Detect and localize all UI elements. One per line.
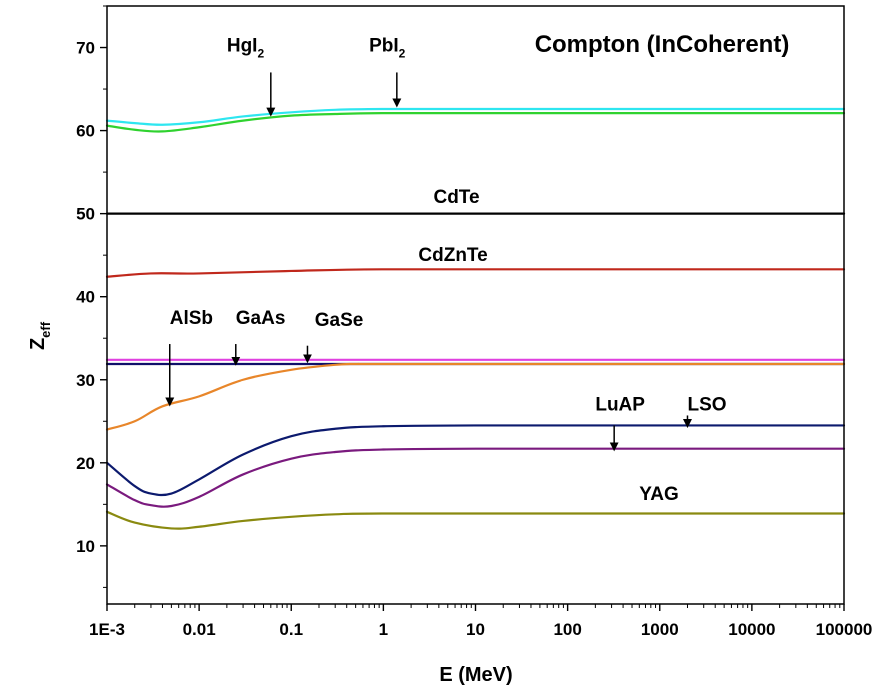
series-line-yag	[105, 510, 846, 530]
annotation-pbi2-label: PbI2	[369, 36, 406, 61]
x-tick-label-3: 1	[379, 620, 388, 639]
annotation-cdte: CdTe	[433, 187, 479, 208]
annotation-luap-label: LuAP	[595, 394, 645, 415]
annotation-hgi2-text: HgI	[227, 36, 258, 57]
annotation-lso-text: LSO	[687, 394, 726, 415]
x-tick-label-1: 0.01	[183, 620, 216, 639]
annotation-yag-label: YAG	[639, 484, 678, 505]
annotation-lso: LSO	[682, 394, 727, 429]
annotation-gaas: GaAs	[231, 308, 286, 366]
annotation-pbi2-text: PbI	[369, 36, 399, 57]
y-tick-label-5: 60	[76, 122, 95, 141]
x-tick-label-5: 100	[553, 620, 581, 639]
ticks-layer: 1E-3 0.01 0.1 1 10 100 1000 10000 100000 10 20 30 40…	[76, 5, 873, 639]
annotation-gase: GaSe	[302, 310, 364, 364]
annotation-gaas-text: GaAs	[236, 308, 286, 329]
annotation-cdznte-text: CdZnTe	[418, 245, 487, 266]
annotation-yag: YAG	[639, 484, 678, 505]
annotation-hgi2-label: HgI2	[227, 36, 265, 61]
x-tick-label-8: 100000	[816, 620, 873, 639]
annotation-pbi2: PbI2	[369, 36, 406, 108]
annotation-alsb-label: AlSb	[170, 308, 213, 329]
annotation-luap-text: LuAP	[595, 394, 645, 415]
x-axis-title: E (MeV)	[439, 664, 512, 686]
annotation-cdznte-label: CdZnTe	[418, 245, 487, 266]
x-tick-label-2: 0.1	[279, 620, 303, 639]
series-layer	[105, 107, 846, 530]
y-axis-title-main: Z	[27, 338, 49, 350]
x-tick-label-4: 10	[466, 620, 485, 639]
series-line-cdznte	[105, 268, 846, 278]
y-axis-title-sub: eff	[38, 321, 53, 338]
y-tick-label-4: 50	[76, 205, 95, 224]
series-line-alsb	[105, 362, 846, 431]
series-line-hgi2	[105, 107, 846, 126]
annotation-pbi2-subscript: 2	[399, 47, 406, 61]
y-tick-label-0: 10	[76, 537, 95, 556]
annotation-luap: LuAP	[595, 394, 645, 452]
svg-text:Zeff: Zeff	[27, 321, 53, 350]
annotation-gase-label: GaSe	[315, 310, 364, 331]
annotation-alsb: AlSb	[165, 308, 213, 407]
y-tick-label-6: 70	[76, 39, 95, 58]
y-tick-label-2: 30	[76, 371, 95, 390]
annotation-gaas-label: GaAs	[236, 308, 286, 329]
x-tick-label-7: 10000	[728, 620, 775, 639]
annotation-hgi2: HgI2	[227, 36, 276, 117]
annotation-hgi2-subscript: 2	[257, 47, 264, 61]
x-tick-label-0: 1E-3	[89, 620, 125, 639]
series-line-pbi2	[105, 111, 846, 133]
annotation-cdte-label: CdTe	[433, 187, 479, 208]
y-tick-label-1: 20	[76, 454, 95, 473]
annotation-gase-text: GaSe	[315, 310, 364, 331]
annotation-yag-text: YAG	[639, 484, 678, 505]
annotation-cdte-text: CdTe	[433, 187, 479, 208]
y-tick-label-3: 40	[76, 288, 95, 307]
series-line-luap	[105, 447, 846, 508]
series-line-lso	[105, 424, 846, 497]
chart-title: Compton (InCoherent)	[535, 31, 790, 58]
y-axis-title: Zeff	[27, 321, 53, 350]
annotation-alsb-text: AlSb	[170, 308, 213, 329]
annotation-cdznte: CdZnTe	[418, 245, 487, 266]
x-tick-label-6: 1000	[641, 620, 679, 639]
annotation-lso-label: LSO	[687, 394, 726, 415]
